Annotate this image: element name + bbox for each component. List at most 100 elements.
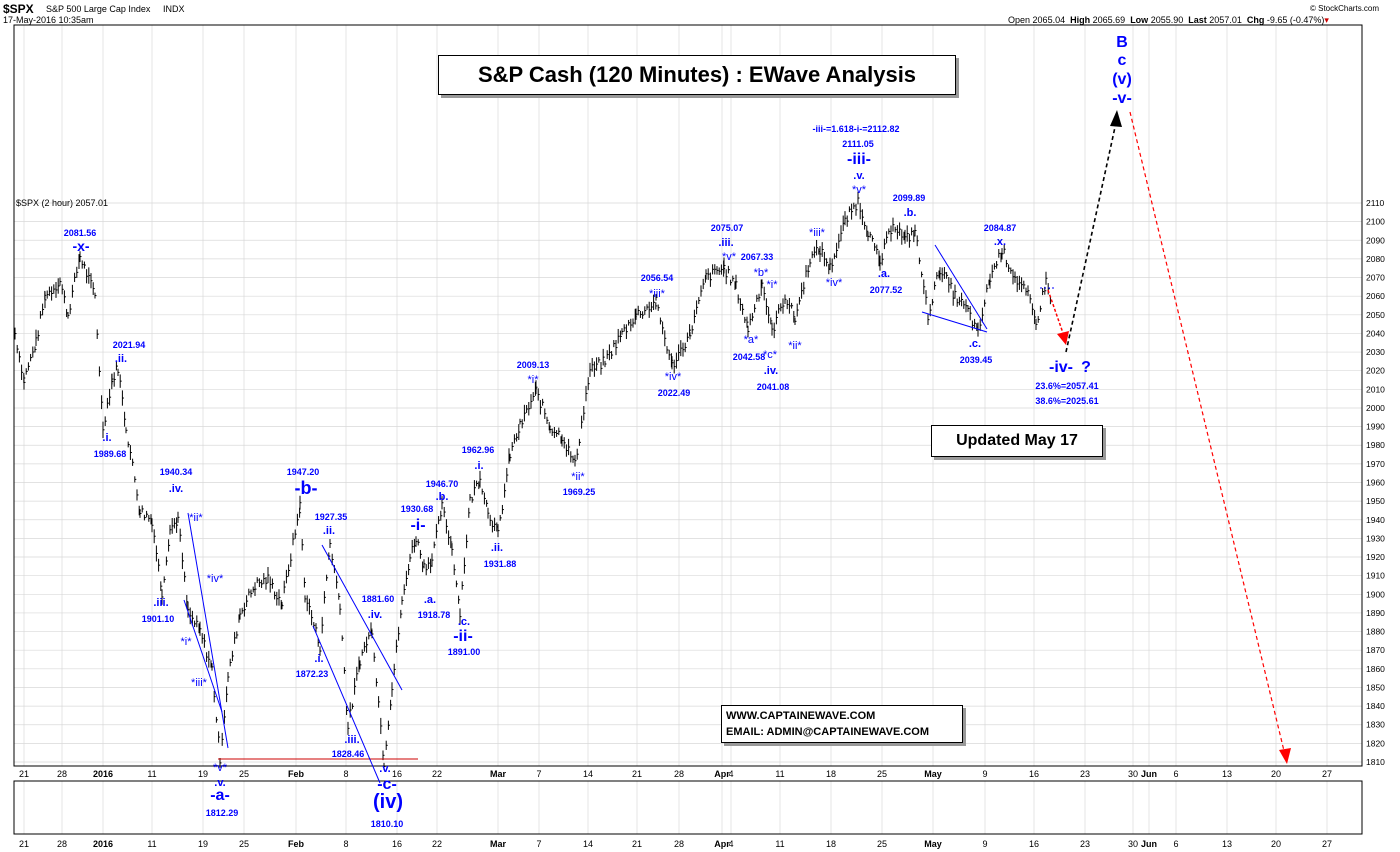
y-tick-label: 1940 [1366, 515, 1385, 525]
wave-label: 1989.68 [94, 449, 127, 459]
y-tick-label: 2050 [1366, 310, 1385, 320]
x-tick-label: 25 [239, 769, 249, 779]
y-tick-label: 1860 [1366, 664, 1385, 674]
wave-label: .a. [878, 268, 890, 280]
x-tick-label: 21 [19, 769, 29, 779]
x-tick-label: 11 [147, 769, 156, 779]
wave-label: 2042.58 [733, 352, 766, 362]
y-tick-label: 2010 [1366, 384, 1385, 394]
wave-label: 1810.10 [371, 819, 404, 829]
x-tick-label: 19 [198, 769, 208, 779]
x-tick-label-lower: Jun [1141, 839, 1157, 849]
wave-label: 2075.07 [711, 223, 744, 233]
x-tick-label-lower: 16 [392, 839, 402, 849]
x-tick-label: 8 [343, 769, 348, 779]
wave-label: .x. [994, 236, 1006, 248]
wave-label: -a- [210, 787, 230, 804]
x-tick-label: 16 [392, 769, 402, 779]
wave-label: *b* [754, 267, 769, 279]
wave-label: 1927.35 [315, 512, 348, 522]
x-tick-label-lower: 27 [1322, 839, 1332, 849]
lower-panel-frame [13, 780, 1363, 835]
email-text: EMAIL: ADMIN@CAPTAINEWAVE.COM [726, 726, 930, 738]
wave-label: *c* [763, 349, 778, 361]
wave-label: 2021.94 [113, 340, 146, 350]
symbol: $SPX [3, 2, 34, 16]
x-tick-label: 16 [1029, 769, 1039, 779]
x-tick-label: Jun [1141, 769, 1157, 779]
wave-label: 1947.20 [287, 467, 320, 477]
wave-label: .iv. [764, 365, 778, 377]
wave-label: 38.6%=2025.61 [1035, 396, 1098, 406]
x-tick-label-lower: Mar [490, 839, 507, 849]
website-text: WWW.CAPTAINEWAVE.COM [726, 710, 876, 722]
wave-label: *a* [744, 334, 759, 346]
wave-label: .c. [458, 616, 470, 628]
wave-label: -c- [377, 776, 397, 793]
trend-line-c [321, 544, 403, 691]
wave-label: .v. [214, 777, 225, 789]
updated-box: Updated May 17 [931, 425, 1103, 457]
wave-label: .c. [969, 338, 981, 350]
wave-lines [183, 110, 1291, 784]
wave-label: 2039.45 [960, 355, 993, 365]
wave-label: 1969.25 [563, 487, 596, 497]
series-legend: $SPX (2 hour) 2057.01 [16, 198, 109, 208]
y-tick-label: 2080 [1366, 254, 1385, 264]
x-tick-label-lower: May [924, 839, 942, 849]
wave-label: (v) [1112, 71, 1132, 88]
x-tick-label-lower: 28 [57, 839, 67, 849]
y-tick-label: 1890 [1366, 608, 1385, 618]
wave-label: *i* [766, 279, 778, 291]
x-tick-label: 20 [1271, 769, 1281, 779]
y-tick-label: 1990 [1366, 422, 1385, 432]
wave-label: 2084.87 [984, 223, 1017, 233]
x-tick-label-lower: 9 [982, 839, 987, 849]
contact-box: WWW.CAPTAINEWAVE.COM EMAIL: ADMIN@CAPTAI… [721, 705, 963, 743]
y-tick-label: 1920 [1366, 552, 1385, 562]
y-tick-label: 1810 [1366, 757, 1385, 767]
wave-label: (iv) [373, 791, 403, 813]
wave-label: *iii* [191, 677, 208, 689]
y-tick-label: 1910 [1366, 571, 1385, 581]
wave-label: -b- [295, 478, 318, 498]
wave-label: *i* [180, 636, 192, 648]
wave-label: .ii. [491, 542, 503, 554]
x-tick-label-lower: 28 [674, 839, 684, 849]
y-tick-label: 2000 [1366, 403, 1385, 413]
y-tick-label: 2040 [1366, 328, 1385, 338]
wave-label: -iii-=1.618-i-=2112.82 [812, 124, 899, 134]
y-tick-label: 2090 [1366, 235, 1385, 245]
wave-label: 1872.23 [296, 669, 329, 679]
y-tick-label: 1950 [1366, 496, 1385, 506]
wave-label: -v- [1112, 90, 1132, 107]
projection-up-arrow [1110, 110, 1122, 127]
wave-label: 1930.68 [401, 504, 434, 514]
projection-up [1065, 117, 1118, 353]
x-tick-label: 28 [57, 769, 67, 779]
wave-label: 2041.08 [757, 382, 790, 392]
chart-frames [13, 24, 1363, 835]
trend-line-d [312, 625, 381, 784]
wave-label: .iii. [718, 237, 733, 249]
wave-label: 1962.96 [462, 445, 495, 455]
y-tick-label: 1980 [1366, 440, 1385, 450]
wave-label: 2077.52 [870, 285, 903, 295]
y-tick-label: 2100 [1366, 217, 1385, 227]
ohlc-readout: Open 2065.04 High 2065.69 Low 2055.90 La… [1008, 15, 1329, 25]
x-tick-label-lower: 21 [19, 839, 29, 849]
wave-label: .iv. [368, 609, 382, 621]
x-tick-label: 25 [877, 769, 887, 779]
x-tick-label: May [924, 769, 942, 779]
index-name: S&P 500 Large Cap Index [46, 4, 151, 14]
y-axis: 1810 1820 1830 1840 1850 1860 1870 1880 1890 1900… [1366, 198, 1385, 767]
x-tick-label-lower: 14 [583, 839, 593, 849]
wave-label: .b. [904, 207, 917, 219]
wave-label: 2009.13 [517, 360, 550, 370]
wave-label: B [1116, 34, 1128, 51]
x-tick-label: 7 [536, 769, 541, 779]
x-tick-label: 14 [583, 769, 593, 779]
x-tick-label-lower: 25 [239, 839, 249, 849]
